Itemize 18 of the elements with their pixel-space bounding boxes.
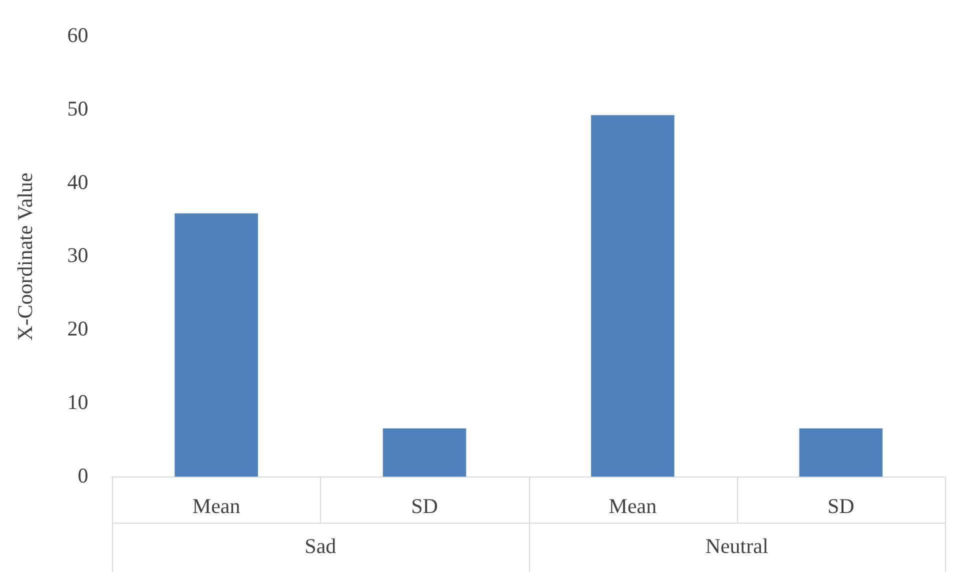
y-tick-label: 30	[67, 243, 88, 268]
y-tick-label: 40	[67, 170, 88, 194]
bar	[799, 428, 883, 477]
y-tick-label: 0	[78, 463, 88, 488]
y-axis-title: X-Coordinate Value	[13, 172, 38, 341]
x-tick-label: Mean	[192, 494, 241, 518]
y-tick-label: 10	[67, 390, 88, 414]
x-tick-label: Mean	[608, 494, 658, 518]
bar	[382, 428, 466, 477]
bar	[174, 213, 258, 477]
y-tick-label: 60	[67, 23, 88, 48]
bar	[591, 115, 674, 477]
x-tick-label: SD	[827, 494, 854, 518]
x-tick-label: SD	[411, 494, 438, 518]
y-tick-label: 20	[67, 316, 88, 341]
text: Sad	[304, 534, 337, 558]
y-tick-label: 50	[67, 96, 88, 120]
text: Neutral	[705, 534, 768, 558]
